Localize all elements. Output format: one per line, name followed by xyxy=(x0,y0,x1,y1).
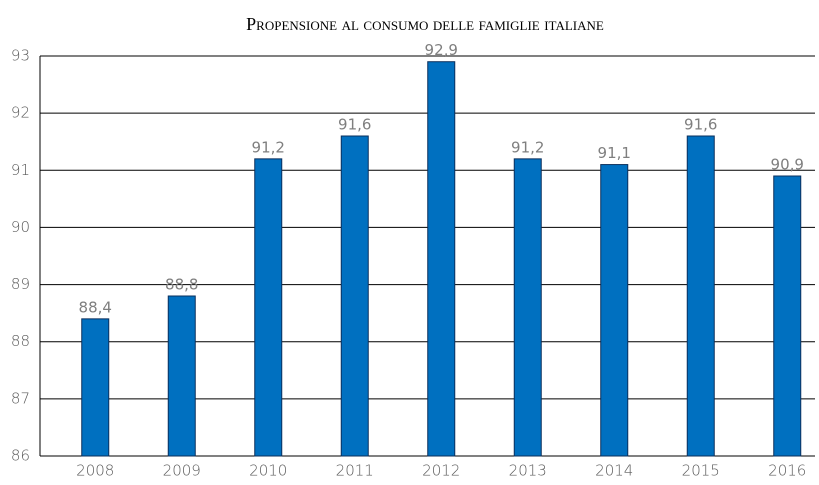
y-tick-label: 86 xyxy=(11,447,30,465)
x-tick-label: 2010 xyxy=(249,462,287,480)
x-tick-label: 2015 xyxy=(682,462,720,480)
y-tick-label: 88 xyxy=(11,332,30,350)
chart-title: Propensione al consumo delle famiglie it… xyxy=(246,14,604,34)
value-label: 91,2 xyxy=(511,138,544,156)
value-label: 92,9 xyxy=(425,41,458,59)
x-tick-label: 2008 xyxy=(76,462,114,480)
y-tick-label: 92 xyxy=(11,104,30,122)
value-label: 91,1 xyxy=(598,144,631,162)
value-label: 91,6 xyxy=(684,116,717,134)
value-label: 88,4 xyxy=(79,298,112,316)
bar xyxy=(340,135,369,457)
y-tick-label: 91 xyxy=(11,161,30,179)
x-tick-label: 2012 xyxy=(422,462,460,480)
bar xyxy=(513,158,542,457)
x-tick-label: 2013 xyxy=(509,462,547,480)
x-tick-label: 2016 xyxy=(768,462,806,480)
bar xyxy=(427,61,456,457)
y-tick-label: 90 xyxy=(11,218,30,236)
value-label: 91,6 xyxy=(338,116,371,134)
y-tick-label: 93 xyxy=(11,47,30,65)
bar xyxy=(254,158,283,457)
x-tick-label: 2009 xyxy=(163,462,201,480)
bar xyxy=(81,318,110,457)
value-label: 88,8 xyxy=(165,276,198,294)
y-tick-label: 89 xyxy=(11,275,30,293)
value-label: 91,2 xyxy=(252,138,285,156)
x-tick-label: 2014 xyxy=(595,462,633,480)
bar xyxy=(167,295,196,457)
bar xyxy=(773,175,802,457)
bar xyxy=(686,135,715,457)
x-tick-label: 2011 xyxy=(336,462,374,480)
bar xyxy=(600,164,629,457)
y-tick-label: 87 xyxy=(11,389,30,407)
value-label: 90,9 xyxy=(771,156,804,174)
